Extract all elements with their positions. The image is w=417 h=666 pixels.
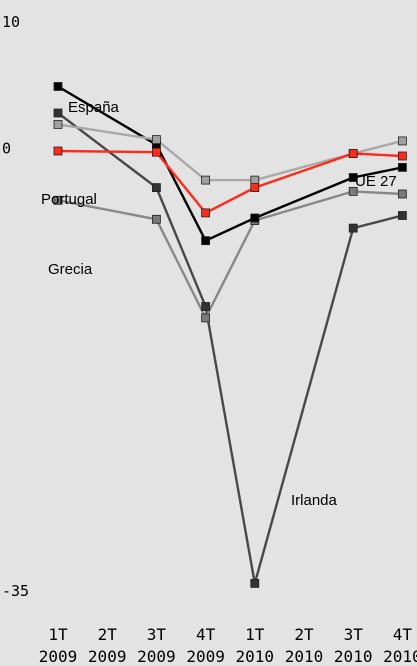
data-point-ue-27 bbox=[250, 175, 260, 185]
data-point-grecia bbox=[201, 313, 211, 323]
data-point-espana bbox=[53, 82, 63, 91]
y-axis-ticks: 10 0 -35 bbox=[2, 13, 29, 600]
series-label-irlanda: Irlanda bbox=[291, 492, 338, 509]
series-line-grecia bbox=[57, 190, 403, 320]
y-tick-label: 10 bbox=[2, 13, 20, 31]
x-tick-year: 2010 bbox=[236, 647, 275, 666]
x-tick-year: 2010 bbox=[383, 647, 417, 666]
y-tick-label: -35 bbox=[2, 582, 29, 600]
data-point-portugal bbox=[348, 149, 358, 158]
series-label-portugal: Portugal bbox=[41, 191, 97, 208]
series-label-grecia: Grecia bbox=[48, 261, 93, 278]
x-tick-quarter: 2T bbox=[294, 625, 314, 644]
data-point-grecia bbox=[348, 186, 358, 196]
series-label-ue-27: UE 27 bbox=[355, 173, 397, 190]
x-tick-year: 2009 bbox=[88, 647, 127, 666]
data-point-espana bbox=[397, 162, 407, 172]
series-line-portugal bbox=[57, 149, 403, 215]
data-point-irlanda bbox=[348, 223, 358, 233]
x-tick-quarter: 3T bbox=[344, 625, 364, 644]
x-tick-year: 2010 bbox=[334, 647, 373, 666]
data-point-grecia bbox=[53, 195, 63, 205]
data-point-portugal bbox=[201, 208, 211, 218]
x-tick-quarter: 1T bbox=[48, 625, 68, 644]
data-point-ue-27 bbox=[151, 135, 161, 145]
data-point-espana bbox=[201, 236, 211, 246]
x-axis-ticks: 1T 2009 2T 2009 3T 2009 4T 2009 1T 2010 2T 2010 3T 20… bbox=[39, 625, 417, 666]
data-point-grecia bbox=[151, 214, 161, 224]
data-point-portugal bbox=[151, 147, 161, 157]
series-label-espana: España bbox=[68, 99, 120, 116]
series-lines bbox=[57, 85, 403, 585]
data-point-portugal bbox=[250, 183, 260, 193]
data-point-ue-27 bbox=[397, 136, 407, 146]
x-tick-quarter: 1T bbox=[245, 625, 265, 644]
data-point-portugal bbox=[397, 151, 407, 161]
series-markers bbox=[53, 82, 407, 588]
data-point-irlanda bbox=[53, 108, 63, 118]
x-tick-quarter: 2T bbox=[98, 625, 118, 644]
x-tick-year: 2009 bbox=[137, 647, 176, 666]
data-point-portugal bbox=[53, 146, 63, 156]
x-tick-year: 2009 bbox=[186, 647, 225, 666]
series-line-espana bbox=[57, 85, 403, 242]
data-point-espana bbox=[250, 213, 260, 223]
data-point-ue-27 bbox=[201, 175, 211, 185]
x-tick-year: 2010 bbox=[285, 647, 324, 666]
series-line-ue-27 bbox=[57, 123, 403, 182]
data-point-espana bbox=[348, 173, 358, 182]
data-point-irlanda bbox=[397, 211, 407, 220]
data-point-grecia bbox=[397, 189, 407, 199]
series-labels: Irlanda Grecia España UE 27 Portugal bbox=[41, 99, 397, 509]
x-tick-quarter: 3T bbox=[147, 625, 167, 644]
data-point-irlanda bbox=[151, 183, 161, 193]
series-line-irlanda bbox=[57, 112, 403, 585]
data-point-ue-27 bbox=[53, 120, 63, 129]
x-tick-year: 2009 bbox=[39, 647, 78, 666]
data-point-irlanda bbox=[250, 579, 260, 588]
data-point-irlanda bbox=[201, 302, 211, 311]
x-tick-quarter: 4T bbox=[196, 625, 216, 644]
y-tick-label: 0 bbox=[2, 139, 11, 157]
x-tick-quarter: 4T bbox=[393, 625, 413, 644]
